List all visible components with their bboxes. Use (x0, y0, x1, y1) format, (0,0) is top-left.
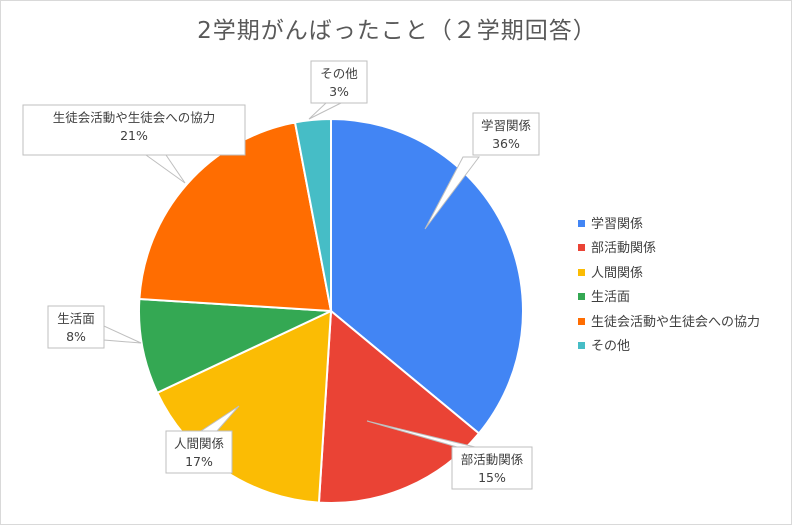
data-label-study: 学習関係 36% (424, 112, 540, 230)
data-label-club: 部活動関係 15% (366, 420, 533, 490)
callout-box (472, 112, 540, 156)
pie-slice-other (293, 117, 332, 312)
callout-pointer (308, 102, 342, 120)
callout-pointer (103, 325, 142, 344)
legend-label: 学習関係 (591, 217, 644, 232)
data-label-category: 生活面 (57, 311, 95, 326)
legend-item-study: 学習関係 (578, 217, 760, 241)
legend-swatch (578, 293, 585, 301)
legend-swatch (578, 317, 585, 325)
legend-label: その他 (591, 338, 631, 354)
data-label-daily-life: 生活面 8% (47, 305, 142, 349)
pie-slice-student-council (138, 121, 333, 313)
data-label-value: 15% (478, 470, 506, 485)
legend-item-club: 部活動関係 (578, 241, 760, 265)
legend-label: 部活動関係 (591, 241, 657, 257)
callout-box (165, 430, 233, 474)
callout-box (47, 305, 105, 349)
pie-slice-daily-life (138, 297, 332, 395)
legend-item-relationships: 人間関係 (578, 266, 760, 290)
data-label-category: 人間関係 (174, 436, 224, 451)
data-label-category: 部活動関係 (461, 452, 524, 467)
data-label-value: 8% (66, 329, 86, 344)
legend-swatch (578, 220, 585, 227)
legend-item-daily-life: 生活面 (578, 290, 760, 314)
callout-pointer (144, 154, 186, 184)
data-label-value: 36% (492, 136, 520, 151)
callout-box (310, 60, 368, 104)
data-label-relationships: 人間関係 17% (165, 405, 240, 474)
pie-slice-study (330, 117, 524, 435)
data-label-value: 3% (329, 84, 349, 99)
legend-item-other: その他 (578, 339, 760, 363)
data-label-value: 17% (185, 454, 213, 469)
data-label-student-council: 生徒会活動や生徒会への協力 21% (22, 104, 246, 184)
data-label-value: 21% (120, 128, 148, 143)
legend-label: 人間関係 (591, 265, 644, 281)
data-label-other: その他 3% (308, 60, 368, 120)
data-label-category: 生徒会活動や生徒会への協力 (53, 110, 216, 125)
data-label-category: その他 (320, 66, 358, 81)
chart-legend: 学習関係部活動関係人間関係生活面生徒会活動や生徒会への協力 その他 (578, 217, 760, 363)
legend-swatch (578, 268, 585, 276)
legend-label: 生徒会活動や生徒会への協力 (591, 314, 761, 330)
legend-item-student-council: 生徒会活動や生徒会への協力 (578, 315, 760, 339)
legend-swatch (578, 341, 585, 349)
legend-label: 生活面 (591, 290, 631, 306)
data-label-category: 学習関係 (481, 118, 531, 133)
callout-box (22, 104, 246, 156)
callout-pointer (424, 156, 480, 230)
legend-swatch (578, 244, 585, 252)
chart-title: 2学期がんばったこと（２学期回答） (197, 18, 597, 44)
pie-slice-club (317, 308, 481, 504)
callout-box (451, 446, 533, 490)
